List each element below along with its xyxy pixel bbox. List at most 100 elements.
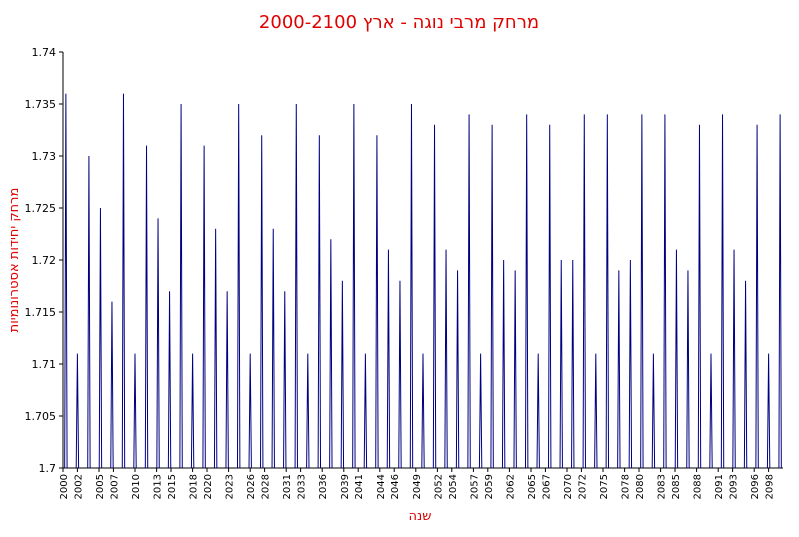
- spike: [536, 353, 540, 469]
- spike: [236, 103, 241, 469]
- spike: [121, 93, 126, 469]
- spike: [582, 114, 586, 469]
- x-tick-label: 2075: [599, 474, 610, 499]
- spike: [202, 145, 206, 469]
- spike: [167, 291, 172, 469]
- spike: [294, 103, 298, 469]
- y-tick-label: 1.71: [32, 358, 57, 371]
- spike: [513, 270, 517, 469]
- spike: [133, 353, 137, 469]
- spike: [317, 135, 322, 469]
- spike: [651, 353, 656, 469]
- chart-title: מרחק מרבי נוגה - ארץ 2000-2100: [259, 12, 539, 33]
- spike: [386, 249, 391, 469]
- spike: [778, 114, 782, 469]
- x-tick-label: 2023: [225, 474, 236, 499]
- x-tick-label: 2039: [340, 474, 351, 499]
- spike: [478, 353, 483, 469]
- x-tick-label: 2093: [729, 474, 740, 499]
- spike: [594, 353, 598, 469]
- x-tick-label: 2065: [527, 474, 538, 499]
- spike: [571, 259, 575, 469]
- x-tick-label: 2031: [282, 474, 293, 499]
- spike: [375, 135, 379, 469]
- spike: [628, 259, 633, 469]
- spike: [329, 239, 333, 469]
- x-tick-label: 2026: [246, 474, 257, 499]
- x-tick-label: 2000: [59, 474, 70, 499]
- x-tick-label: 2028: [261, 474, 272, 499]
- x-tick-label: 2062: [505, 474, 516, 499]
- x-tick-label: 2044: [376, 474, 387, 499]
- spike: [640, 114, 644, 469]
- x-tick-label: 2085: [671, 474, 682, 499]
- spike: [709, 353, 713, 469]
- x-tick-label: 2007: [109, 474, 120, 499]
- x-tick-label: 2088: [693, 474, 704, 499]
- y-tick-label: 1.73: [32, 150, 57, 163]
- spike: [674, 249, 679, 469]
- spike: [432, 124, 437, 469]
- x-tick-label: 2054: [448, 474, 459, 499]
- x-tick-label: 2096: [750, 474, 761, 499]
- x-tick-label: 2049: [412, 474, 423, 499]
- spike: [352, 103, 356, 469]
- x-tick-label: 2020: [203, 474, 214, 499]
- spike: [697, 124, 702, 469]
- spike: [605, 114, 610, 469]
- spike: [271, 228, 275, 469]
- spike: [455, 270, 460, 469]
- spike: [260, 135, 264, 469]
- spike: [225, 291, 229, 469]
- spike: [490, 124, 494, 469]
- x-tick-label: 2046: [390, 474, 401, 499]
- spike: [87, 155, 91, 469]
- spike: [306, 353, 310, 469]
- spike: [720, 114, 725, 469]
- spike: [156, 218, 160, 469]
- spike: [617, 270, 621, 469]
- spike: [755, 124, 759, 469]
- spike: [732, 249, 736, 469]
- x-tick-label: 2070: [563, 474, 574, 499]
- spike: [743, 280, 748, 469]
- x-tick-label: 2078: [621, 474, 632, 499]
- x-tick-label: 2098: [765, 474, 776, 499]
- x-tick-label: 2072: [577, 474, 588, 499]
- spike: [398, 280, 402, 469]
- spike: [559, 259, 563, 469]
- x-tick-label: 2018: [189, 474, 200, 499]
- y-tick-label: 1.74: [32, 46, 57, 59]
- spike: [144, 145, 149, 469]
- x-tick-label: 2010: [131, 474, 142, 499]
- x-tick-label: 2013: [153, 474, 164, 499]
- spike: [248, 353, 252, 469]
- spike: [190, 353, 195, 469]
- x-tick-label: 2041: [354, 474, 365, 499]
- spike: [75, 353, 80, 469]
- spike: [548, 124, 552, 469]
- y-tick-label: 1.715: [25, 306, 57, 319]
- x-tick-label: 2005: [95, 474, 106, 499]
- x-tick-label: 2036: [318, 474, 329, 499]
- x-tick-label: 2083: [657, 474, 668, 499]
- y-tick-label: 1.7: [39, 462, 57, 475]
- x-tick-label: 2091: [714, 474, 725, 499]
- y-axis-label: מרחק יחידות אסטרונומיות: [7, 188, 22, 333]
- spike: [409, 103, 414, 469]
- x-tick-label: 2080: [635, 474, 646, 499]
- spike: [213, 228, 218, 469]
- x-tick-label: 2059: [484, 474, 495, 499]
- spike: [421, 353, 425, 469]
- x-tick-label: 2033: [297, 474, 308, 499]
- x-tick-label: 2057: [469, 474, 480, 499]
- y-tick-label: 1.725: [25, 202, 57, 215]
- y-tick-label: 1.735: [25, 98, 57, 111]
- spike: [663, 114, 667, 469]
- spike: [179, 103, 183, 469]
- spike: [501, 259, 506, 469]
- spike: [340, 280, 345, 469]
- x-axis-label: שנה: [409, 509, 432, 524]
- y-tick-label: 1.72: [32, 254, 57, 267]
